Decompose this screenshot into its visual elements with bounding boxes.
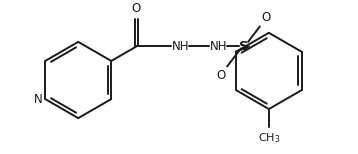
Text: S: S [239, 40, 248, 53]
Text: N: N [34, 93, 43, 105]
Text: NH: NH [210, 40, 227, 53]
Text: CH$_3$: CH$_3$ [258, 131, 280, 145]
Text: NH: NH [172, 40, 189, 53]
Text: O: O [262, 11, 271, 24]
Text: O: O [216, 69, 226, 82]
Text: O: O [132, 2, 141, 15]
